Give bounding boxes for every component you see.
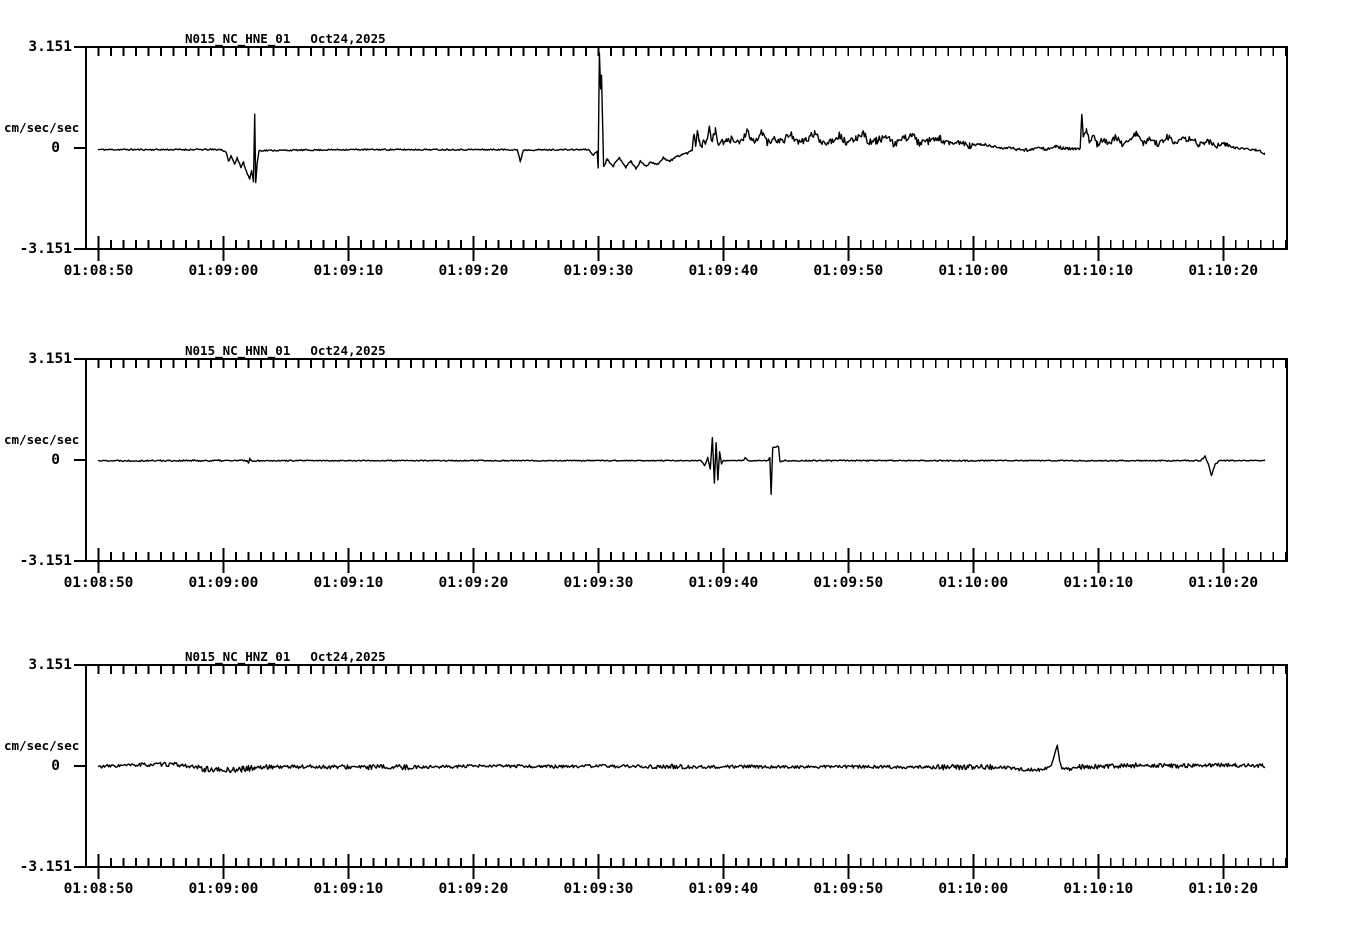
x-tick-label: 01:09:00	[189, 575, 259, 591]
x-tick-label: 01:09:10	[314, 263, 384, 279]
x-tick-label: 01:09:40	[688, 575, 758, 591]
y-axis-zero-label: 0	[51, 140, 60, 156]
panel-header: N015_NC_HNN_01 Oct24,2025	[185, 343, 386, 358]
x-tick-label: 01:09:00	[189, 263, 259, 279]
axis-frame	[74, 358, 1288, 562]
x-tick-label: 01:10:10	[1063, 881, 1133, 897]
date-label: Oct24,2025	[310, 343, 386, 358]
x-tick-label: 01:09:50	[813, 881, 883, 897]
x-tick-label: 01:09:40	[688, 881, 758, 897]
x-tick-label: 01:09:10	[314, 575, 384, 591]
x-tick-label: 01:09:30	[563, 263, 633, 279]
major-ticks	[97, 236, 1225, 261]
y-axis-zero-label: 0	[51, 758, 60, 774]
y-axis-unit-label: cm/sec/sec	[4, 120, 80, 135]
x-tick-label: 01:10:00	[938, 263, 1008, 279]
x-tick-label: 01:09:50	[813, 263, 883, 279]
minor-ticks	[85, 48, 1287, 248]
x-tick-label: 01:09:30	[563, 575, 633, 591]
minor-ticks	[85, 360, 1287, 560]
x-tick-label: 01:10:20	[1188, 575, 1258, 591]
date-label: Oct24,2025	[310, 31, 386, 46]
x-tick-label: 01:09:20	[438, 881, 508, 897]
x-tick-label: 01:08:50	[64, 881, 134, 897]
station-channel-label: N015_NC_HNZ_01	[185, 649, 291, 664]
panel-header: N015_NC_HNE_01 Oct24,2025	[185, 31, 386, 46]
y-axis-max-label: 3.151	[28, 351, 72, 367]
axis-frame	[74, 46, 1288, 250]
x-tick-label: 01:10:00	[938, 881, 1008, 897]
x-tick-label: 01:10:20	[1188, 263, 1258, 279]
y-axis-max-label: 3.151	[28, 39, 72, 55]
seismogram-trace	[97, 52, 1266, 184]
y-axis-unit-label: cm/sec/sec	[4, 432, 80, 447]
x-tick-label: 01:10:20	[1188, 881, 1258, 897]
panel-header: N015_NC_HNZ_01 Oct24,2025	[185, 649, 386, 664]
x-tick-label: 01:09:40	[688, 263, 758, 279]
x-tick-labels: 01:08:50 01:09:00 01:09:10 01:09:20 01:09:30…	[64, 575, 1259, 591]
waveform-plot-hnn: 01:08:50 01:09:00 01:09:10 01:09:20 01:09:30…	[64, 358, 1288, 591]
y-axis-zero-label: 0	[51, 452, 60, 468]
x-tick-labels: 01:08:50 01:09:00 01:09:10 01:09:20 01:09:30…	[64, 881, 1259, 897]
waveform-plot-hnz: 01:08:50 01:09:00 01:09:10 01:09:20 01:09:30…	[64, 664, 1288, 897]
x-tick-label: 01:09:20	[438, 263, 508, 279]
station-channel-label: N015_NC_HNN_01	[185, 343, 291, 358]
x-tick-label: 01:10:10	[1063, 575, 1133, 591]
y-axis-min-label: -3.151	[19, 859, 72, 875]
major-ticks	[97, 548, 1225, 573]
seismogram-panel-hnn: N015_NC_HNN_01 Oct24,2025 3.151 cm/sec/s…	[0, 312, 1358, 620]
seismogram-panel-hne: N015_NC_HNE_01 Oct24,2025 3.151 cm/sec/s…	[0, 0, 1358, 308]
y-axis-max-label: 3.151	[28, 657, 72, 673]
x-tick-label: 01:10:10	[1063, 263, 1133, 279]
seismogram-trace	[97, 437, 1266, 496]
station-channel-label: N015_NC_HNE_01	[185, 31, 291, 46]
major-ticks	[97, 854, 1225, 879]
x-tick-label: 01:09:50	[813, 575, 883, 591]
axis-frame	[74, 664, 1288, 868]
y-axis-unit-label: cm/sec/sec	[4, 738, 80, 753]
y-axis-min-label: -3.151	[19, 553, 72, 569]
x-tick-label: 01:09:00	[189, 881, 259, 897]
x-tick-labels: 01:08:50 01:09:00 01:09:10 01:09:20 01:09:30…	[64, 263, 1259, 279]
seismogram-trace	[97, 744, 1266, 774]
x-tick-label: 01:09:10	[314, 881, 384, 897]
x-tick-label: 01:08:50	[64, 263, 134, 279]
x-tick-label: 01:10:00	[938, 575, 1008, 591]
waveform-plot-hne: 01:08:50 01:09:00 01:09:10 01:09:20 01:09:30…	[64, 46, 1288, 279]
date-label: Oct24,2025	[310, 649, 386, 664]
x-tick-label: 01:08:50	[64, 575, 134, 591]
seismogram-panel-hnz: N015_NC_HNZ_01 Oct24,2025 3.151 cm/sec/s…	[0, 618, 1358, 926]
x-tick-label: 01:09:30	[563, 881, 633, 897]
y-axis-min-label: -3.151	[19, 241, 72, 257]
x-tick-label: 01:09:20	[438, 575, 508, 591]
